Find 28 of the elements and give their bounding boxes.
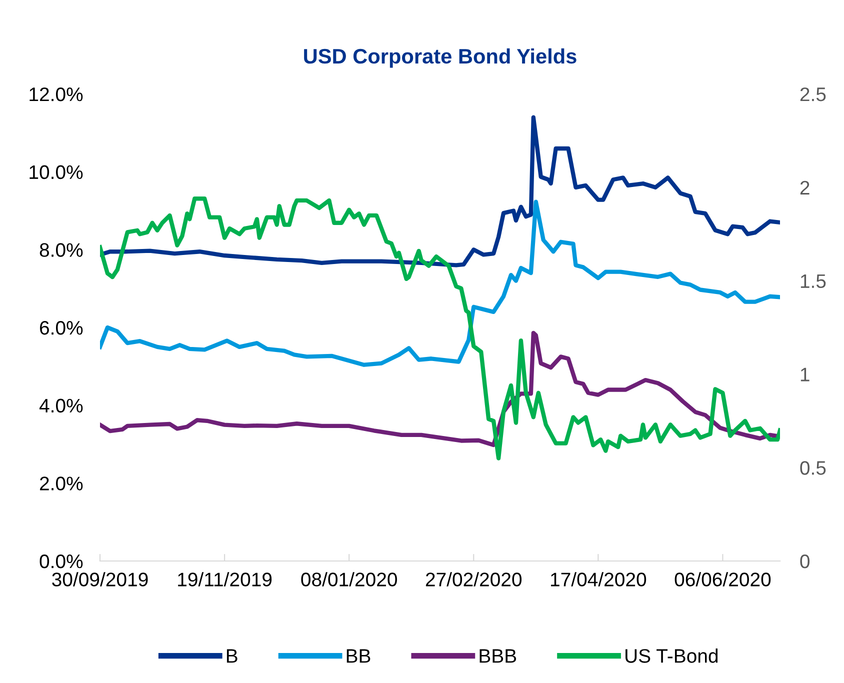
- y-tick-label: 6.0%: [40, 320, 83, 335]
- y-tick-label: 4.0%: [39, 398, 83, 413]
- line-series: [100, 200, 780, 367]
- x-tick-label: 08/01/2020: [301, 572, 397, 586]
- line-series: [100, 196, 780, 460]
- legend-label: BB: [346, 649, 370, 663]
- line-series: [100, 115, 780, 268]
- y2-tick-label: 1.5: [800, 274, 826, 288]
- legend-label: BBB: [480, 649, 516, 663]
- y2-tick-label: 0: [800, 554, 810, 568]
- y-tick-label: 12.0%: [30, 87, 83, 102]
- y-tick-label: 0.0%: [40, 554, 83, 568]
- y-tick-label: 8.0%: [40, 243, 83, 257]
- y2-tick-label: 2: [800, 180, 810, 194]
- y2-tick-label: 2.5: [800, 87, 826, 102]
- y2-tick-label: 0.5: [800, 461, 826, 475]
- legend-label: US T-Bond: [626, 648, 718, 663]
- y-tick-label: 10.0%: [30, 165, 83, 180]
- x-tick-label: 30/09/2019: [52, 572, 148, 586]
- x-tick-label: 06/06/2020: [674, 572, 771, 586]
- chart-title: USD Corporate Bond Yields: [304, 48, 576, 68]
- x-tick-label: 19/11/2019: [178, 572, 272, 586]
- legend-label: B: [226, 649, 238, 663]
- y-tick-label: 2.0%: [40, 476, 83, 490]
- line-series: [100, 330, 780, 448]
- y2-tick-label: 1: [800, 368, 810, 382]
- x-tick-label: 27/02/2020: [426, 572, 522, 586]
- x-tick-label: 17/04/2020: [550, 572, 646, 586]
